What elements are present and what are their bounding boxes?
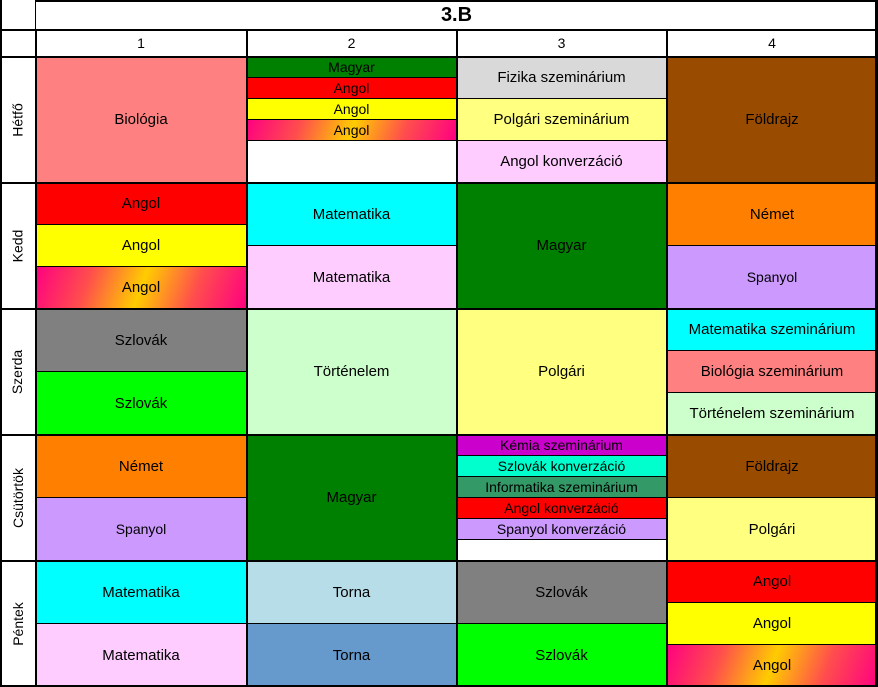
lesson-cell: Szlovák (36, 372, 247, 435)
lesson-cell: Angol (247, 78, 457, 99)
day-label-1: Hétfő (0, 57, 36, 183)
lesson-cell: Magyar (247, 57, 457, 78)
lesson-cell: Polgári szeminárium (457, 99, 667, 141)
grid-line-vertical (0, 0, 2, 687)
grid-line-horizontal (0, 434, 878, 436)
lesson-cell: Angol (36, 267, 247, 309)
lesson-cell: Spanyol konverzáció (457, 519, 667, 540)
grid-line-vertical (456, 30, 458, 687)
day-name: Csütörtök (9, 467, 26, 528)
lesson-cell: Spanyol (36, 498, 247, 561)
lesson-cell: Angol konverzáció (457, 498, 667, 519)
lesson-cell: Matematika (247, 246, 457, 309)
lesson-cell: Angol (36, 183, 247, 225)
lesson-cell: Angol (247, 99, 457, 120)
lesson-cell: Spanyol (667, 246, 878, 309)
grid-line-horizontal (0, 308, 878, 310)
grid-line-horizontal (0, 29, 878, 31)
lesson-cell: Informatika szeminárium (457, 477, 667, 498)
lesson-cell: Angol konverzáció (457, 141, 667, 183)
grid-line-horizontal (0, 560, 878, 562)
lesson-cell: Torna (247, 561, 457, 624)
lesson-cell: Történelem szeminárium (667, 393, 878, 435)
grid-line-horizontal (36, 0, 878, 2)
lesson-cell: Történelem (247, 309, 457, 435)
lesson-cell: Német (36, 435, 247, 498)
lesson-cell: Szlovák (36, 309, 247, 372)
grid-line-horizontal (0, 182, 878, 184)
lesson-cell: Magyar (457, 183, 667, 309)
grid-line-vertical (35, 30, 37, 687)
day-name: Kedd (9, 229, 26, 262)
lesson-cell: Német (667, 183, 878, 246)
lesson-cell: Matematika szeminárium (667, 309, 878, 351)
grid-line-vertical (666, 30, 668, 687)
lesson-cell: Angol (667, 603, 878, 645)
lesson-cell: Angol (247, 120, 457, 141)
lesson-cell: Polgári (667, 498, 878, 561)
lesson-cell: Fizika szeminárium (457, 57, 667, 99)
lesson-cell: Angol (667, 645, 878, 687)
grid-line-vertical (246, 30, 248, 687)
lesson-cell: Magyar (247, 435, 457, 561)
grid-line-horizontal (0, 56, 878, 58)
period-header-2: 2 (247, 30, 457, 57)
lesson-cell (247, 141, 457, 183)
lesson-cell: Földrajz (667, 57, 878, 183)
day-name: Péntek (9, 601, 26, 646)
day-label-4: Csütörtök (0, 435, 36, 561)
lesson-cell: Matematika (36, 561, 247, 624)
grid-line-vertical (875, 0, 877, 687)
lesson-cell: Matematika (247, 183, 457, 246)
timetable-title: 3.B (36, 0, 878, 30)
lesson-cell: Torna (247, 624, 457, 687)
lesson-cell: Szlovák konverzáció (457, 456, 667, 477)
lesson-cell: Kémia szeminárium (457, 435, 667, 456)
lesson-cell: Polgári (457, 309, 667, 435)
day-label-3: Szerda (0, 309, 36, 435)
lesson-cell: Angol (667, 561, 878, 603)
grid-line-horizontal (0, 685, 878, 687)
day-name: Szerda (9, 349, 26, 394)
lesson-cell: Szlovák (457, 561, 667, 624)
period-header-1: 1 (36, 30, 247, 57)
lesson-cell: Matematika (36, 624, 247, 687)
lesson-cell: Angol (36, 225, 247, 267)
lesson-cell (457, 540, 667, 561)
period-header-3: 3 (457, 30, 667, 57)
lesson-cell: Biológia (36, 57, 247, 183)
day-label-5: Péntek (0, 561, 36, 687)
day-label-2: Kedd (0, 183, 36, 309)
lesson-cell: Szlovák (457, 624, 667, 687)
period-header-4: 4 (667, 30, 878, 57)
lesson-cell: Biológia szeminárium (667, 351, 878, 393)
day-name: Hétfő (9, 102, 26, 137)
lesson-cell: Földrajz (667, 435, 878, 498)
